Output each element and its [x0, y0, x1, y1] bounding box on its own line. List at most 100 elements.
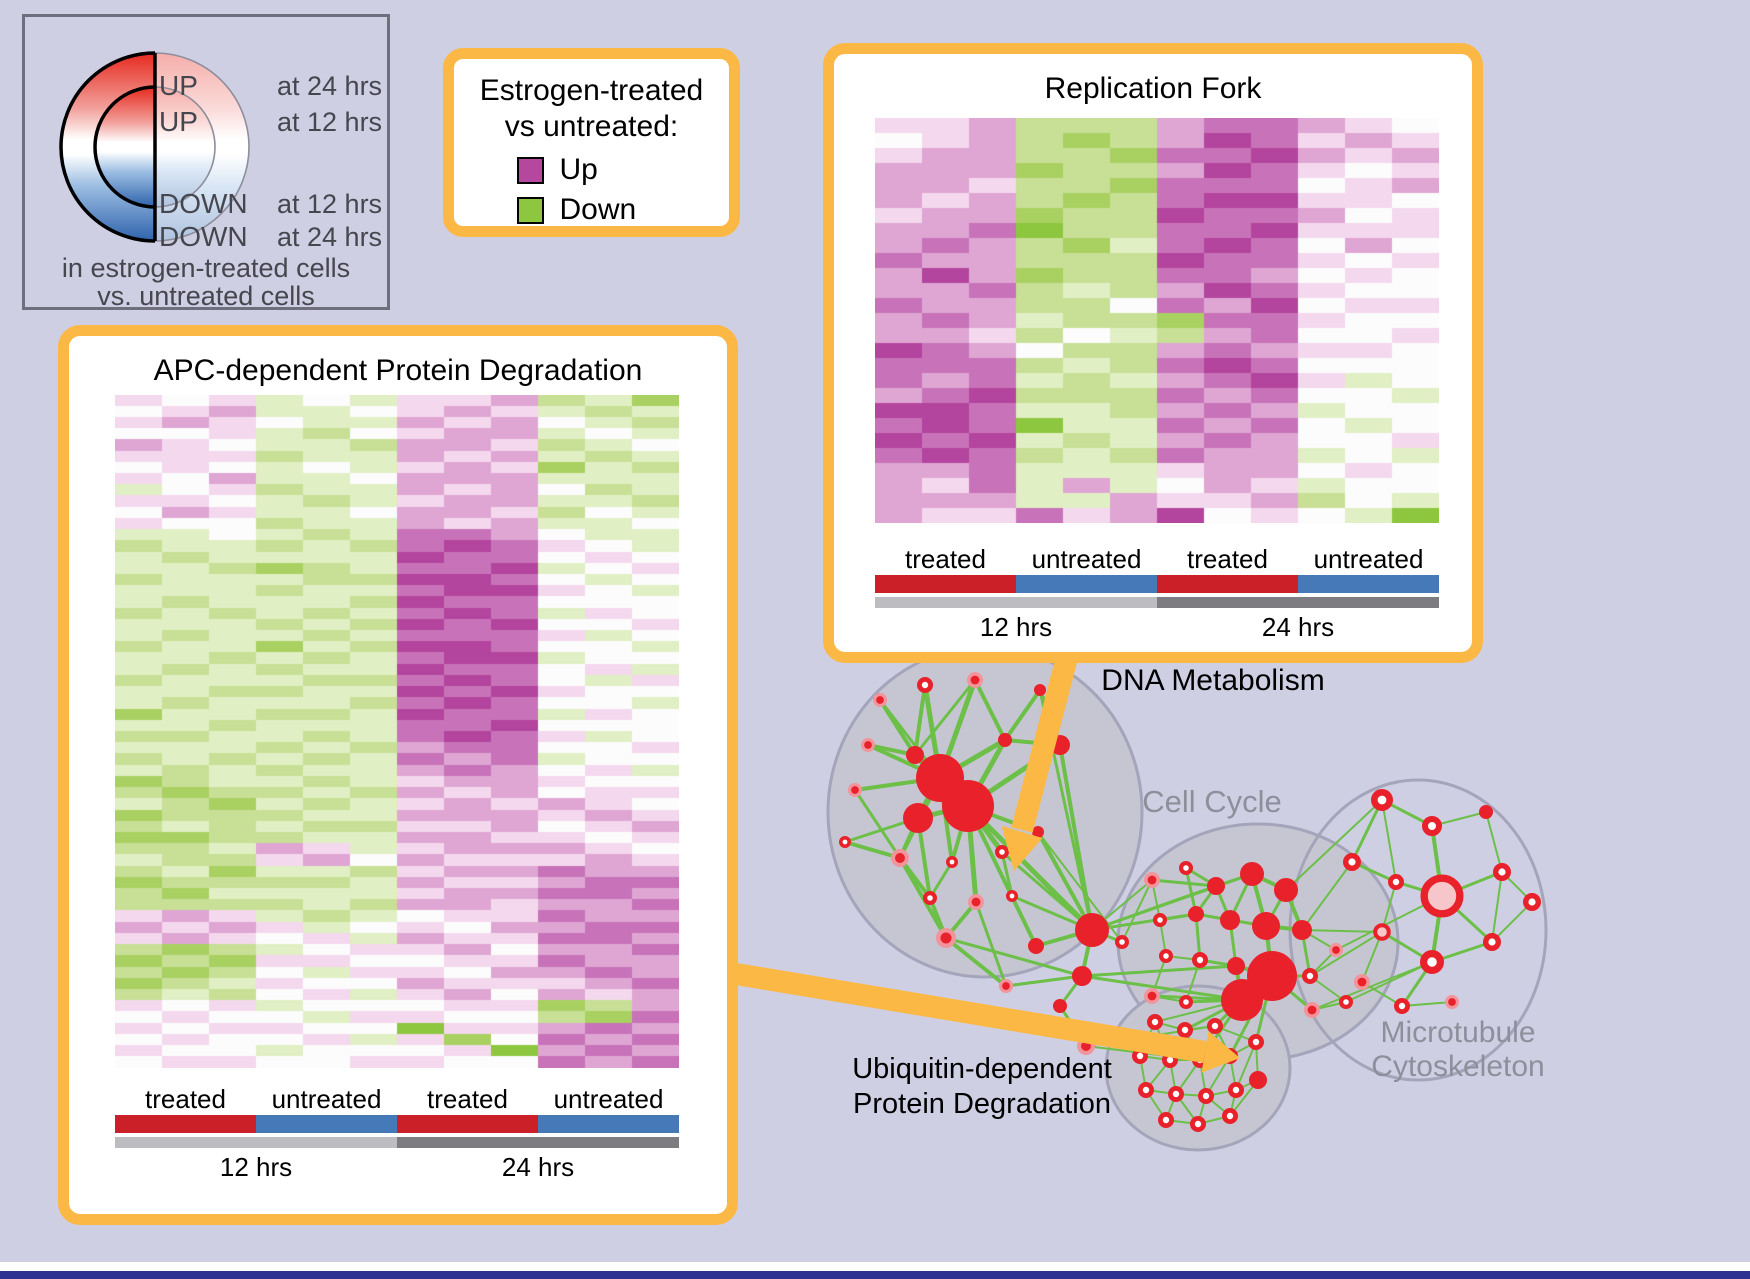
network-node — [945, 855, 958, 868]
network-node — [1075, 913, 1109, 947]
network-layer: DNA Metabolism Cell Cycle MicrotubuleCytos… — [826, 645, 1548, 1152]
legend-item-down: Down — [516, 193, 667, 227]
updown-legend-items: Up Down — [454, 153, 729, 227]
network-edge — [913, 683, 927, 757]
network-node — [1192, 952, 1209, 969]
network-node — [1371, 788, 1394, 811]
network-node — [1207, 1018, 1224, 1035]
apc-24hr-label: 24 hrs — [501, 1152, 575, 1182]
network-edge — [928, 860, 954, 900]
network-node — [1177, 1022, 1194, 1039]
network-edge — [1080, 964, 1238, 978]
network-node — [1228, 1082, 1245, 1099]
up-label: Up — [559, 153, 598, 186]
network-edge — [974, 900, 1008, 988]
rf-24hr-label: 24 hrs — [1261, 612, 1335, 642]
network-edge — [1491, 871, 1503, 943]
network-node — [1178, 860, 1193, 875]
network-node — [1178, 994, 1193, 1009]
circle-legend-caption-2: vs. untreated cells — [97, 281, 315, 307]
network-node-core — [1002, 982, 1010, 990]
network-node — [1422, 816, 1442, 836]
network-node — [1240, 862, 1264, 886]
down-color-swatch — [516, 196, 544, 224]
circle-legend-box: UP at 24 hrs UP at 12 hrs DOWN at 12 hrs… — [22, 14, 390, 310]
apc-group-label-treated-24: treated — [427, 1084, 508, 1114]
network-node-core — [971, 897, 981, 907]
circle-legend-time-3: at 24 hrs — [277, 222, 382, 252]
rf-group-label-treated-12: treated — [905, 544, 986, 574]
network-cluster-label: Ubiquitin-dependent — [852, 1053, 1112, 1085]
network-node — [1252, 912, 1280, 940]
network-node — [1152, 912, 1167, 927]
network-node — [1190, 1116, 1207, 1133]
network-cluster-label: DNA Metabolism — [1101, 664, 1324, 697]
rf-12hr-label: 12 hrs — [979, 612, 1053, 642]
network-edge — [1485, 811, 1503, 873]
network-node — [942, 780, 994, 832]
network-node — [1420, 874, 1464, 918]
apc-panel-title: APC-dependent Protein Degradation — [153, 354, 643, 387]
network-node-core — [1307, 1005, 1317, 1015]
network-edge — [1036, 830, 1094, 932]
network-node — [917, 677, 934, 694]
apc-treated-bar-12 — [115, 1115, 256, 1133]
network-node-core — [876, 696, 884, 704]
circle-legend-word-3: DOWN — [159, 221, 248, 252]
network-node — [1522, 893, 1541, 912]
network-node-core — [851, 786, 859, 794]
network-node-core — [864, 741, 872, 749]
rf-untreated-bar-24 — [1298, 575, 1439, 593]
apc-24hr-bar — [397, 1137, 679, 1148]
network-edge — [1235, 1041, 1257, 1091]
network-node — [1032, 826, 1044, 838]
replication-fork-title: Replication Fork — [1044, 72, 1262, 105]
network-edge — [853, 788, 902, 860]
network-cluster-label: Protein Degradation — [853, 1088, 1111, 1120]
apc-12hr-bar — [115, 1137, 397, 1148]
network-node — [1249, 1071, 1267, 1089]
network-node — [998, 733, 1012, 747]
network-node — [1274, 878, 1298, 902]
network-node — [1034, 684, 1046, 696]
network-node — [1227, 957, 1245, 975]
network-node — [1147, 1014, 1164, 1031]
network-cluster-label: Microtubule — [1380, 1016, 1535, 1049]
network-node — [903, 803, 933, 833]
apc-group-label-untreated-24: untreated — [553, 1084, 664, 1114]
apc-group-label-untreated-12: untreated — [271, 1084, 382, 1114]
network-node — [906, 746, 924, 764]
network-node — [1482, 933, 1501, 952]
network-node — [1302, 968, 1319, 985]
network-edge — [1301, 929, 1383, 933]
network-node-core — [895, 853, 905, 863]
network-node — [1338, 994, 1353, 1009]
apc-condition-bar — [115, 1115, 679, 1133]
replication-fork-heatmap — [875, 118, 1439, 523]
network-edge — [1491, 901, 1533, 943]
network-node — [1158, 948, 1173, 963]
circle-legend-word-2: DOWN — [159, 188, 248, 219]
rf-untreated-bar-12 — [1016, 575, 1157, 593]
rf-24hr-bar — [1157, 597, 1439, 608]
network-edge — [965, 803, 1095, 933]
network-edge — [1401, 1001, 1453, 1007]
apc-group-labels: treated untreated treated untreated — [115, 1084, 679, 1114]
network-node — [1198, 1088, 1215, 1105]
network-node — [1419, 949, 1444, 974]
circle-legend-time-2: at 12 hrs — [277, 189, 382, 219]
network-node — [1292, 920, 1312, 940]
rf-time-bar — [875, 597, 1439, 608]
network-edge — [1003, 688, 1042, 742]
rf-condition-bar — [875, 575, 1439, 593]
network-node — [1168, 1086, 1185, 1103]
network-node-core — [1448, 998, 1456, 1006]
rf-group-labels: treated untreated treated untreated — [875, 544, 1439, 574]
network-node-core — [1357, 977, 1367, 987]
network-node — [1342, 853, 1361, 872]
network-node — [1188, 906, 1204, 922]
rf-group-label-untreated-12: untreated — [1031, 544, 1142, 574]
network-node — [922, 890, 937, 905]
